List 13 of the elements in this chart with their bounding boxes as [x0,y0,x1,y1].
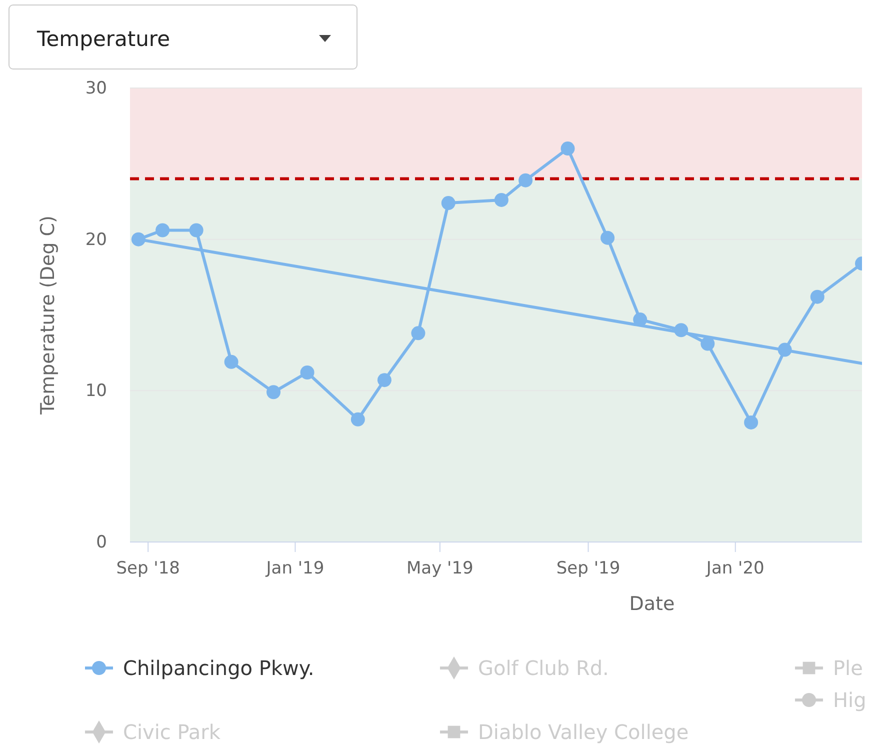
y-tick-label: 0 [96,532,107,552]
x-tick-label: Sep '19 [556,558,620,579]
x-tick-label: Jan '20 [705,558,764,579]
y-tick-label: 10 [85,381,107,402]
y-tick-label: 20 [85,230,107,250]
x-tick-label: Jan '19 [265,558,324,579]
dropdown: Temperature [8,4,358,70]
x-axis-title: Date [629,593,675,615]
y-axis-title: Temperature (Deg C) [37,216,59,416]
y-tick-label: 30 [85,78,107,98]
x-tick-label: May '19 [406,558,474,579]
x-tick-label: Sep '18 [116,558,180,579]
legend-label: Chilpancingo Pkwy. [123,656,314,680]
